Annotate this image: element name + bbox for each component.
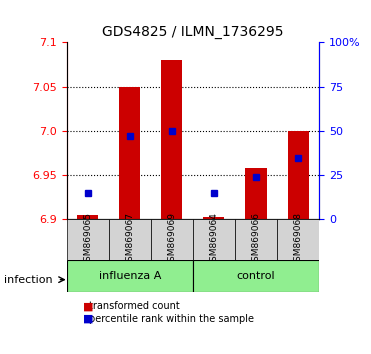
FancyBboxPatch shape xyxy=(67,260,193,292)
FancyBboxPatch shape xyxy=(235,219,277,260)
Bar xyxy=(288,131,309,219)
Text: GSM869065: GSM869065 xyxy=(83,212,92,267)
Text: GSM869069: GSM869069 xyxy=(167,212,176,267)
Text: influenza A: influenza A xyxy=(99,271,161,281)
Text: percentile rank within the sample: percentile rank within the sample xyxy=(89,314,254,324)
Text: transformed count: transformed count xyxy=(89,301,180,311)
FancyBboxPatch shape xyxy=(277,219,319,260)
Text: infection: infection xyxy=(4,275,52,285)
Bar xyxy=(77,215,98,219)
Text: GSM869068: GSM869068 xyxy=(293,212,302,267)
Text: GSM869066: GSM869066 xyxy=(252,212,260,267)
Text: ■: ■ xyxy=(83,314,94,324)
Text: ■: ■ xyxy=(83,301,94,311)
Bar xyxy=(161,60,183,219)
Text: GSM869064: GSM869064 xyxy=(210,212,219,267)
Bar xyxy=(203,217,224,219)
Text: control: control xyxy=(237,271,275,281)
Title: GDS4825 / ILMN_1736295: GDS4825 / ILMN_1736295 xyxy=(102,25,284,39)
Bar xyxy=(246,168,266,219)
FancyBboxPatch shape xyxy=(109,219,151,260)
Bar xyxy=(119,87,140,219)
FancyBboxPatch shape xyxy=(67,219,109,260)
FancyBboxPatch shape xyxy=(193,219,235,260)
FancyBboxPatch shape xyxy=(151,219,193,260)
Text: GSM869067: GSM869067 xyxy=(125,212,134,267)
FancyBboxPatch shape xyxy=(193,260,319,292)
